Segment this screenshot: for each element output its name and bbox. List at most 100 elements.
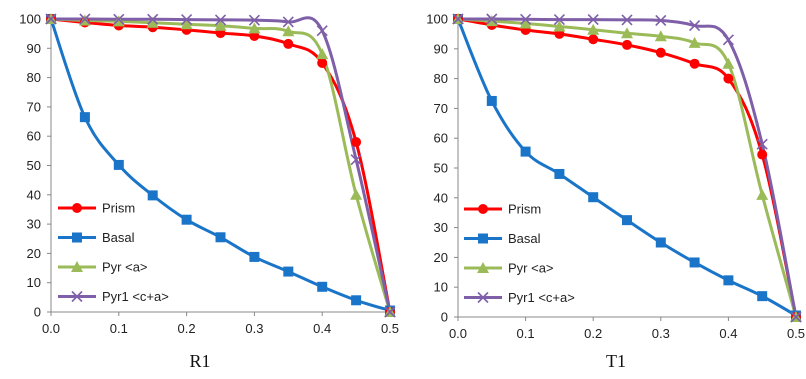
- x-tick-label: 0.3: [652, 326, 670, 341]
- legend-item: Prism: [464, 202, 541, 217]
- data-point: [654, 30, 667, 42]
- y-tick-label: 10: [434, 280, 448, 295]
- series-markers: [46, 14, 395, 317]
- y-tick-label: 10: [27, 275, 41, 290]
- series-markers: [45, 13, 396, 318]
- data-point: [79, 13, 91, 25]
- y-tick-label: 100: [19, 12, 41, 27]
- x-tick-label: 0.3: [245, 321, 263, 336]
- chart-caption: T1: [606, 351, 626, 371]
- data-point: [146, 16, 159, 28]
- legend-swatch-marker: [72, 203, 82, 213]
- legend-label: Pyr <a>: [102, 260, 148, 275]
- data-point: [756, 138, 768, 150]
- legend-item: Pyr1 <c+a>: [58, 289, 169, 304]
- data-point: [587, 14, 599, 26]
- y-tick-label: 60: [434, 131, 448, 146]
- series-markers: [453, 14, 801, 322]
- data-point: [622, 215, 632, 226]
- data-point: [621, 14, 633, 26]
- data-point: [520, 13, 532, 25]
- data-point: [351, 295, 362, 306]
- legend-label: Basal: [508, 231, 541, 246]
- data-point: [181, 214, 192, 225]
- data-point: [214, 19, 227, 31]
- data-point: [655, 47, 666, 58]
- data-point: [587, 23, 600, 35]
- data-point: [316, 25, 328, 37]
- legend-label: Pyr <a>: [508, 261, 554, 276]
- legend-item: Pyr <a>: [464, 261, 554, 276]
- series-markers: [453, 14, 801, 321]
- data-point: [723, 73, 734, 84]
- x-tick-label: 0.1: [110, 321, 128, 336]
- legend: Prism Basal Pyr <a> Pyr1 <c+a>: [58, 201, 169, 304]
- x-tick-label: 0.2: [584, 326, 602, 341]
- data-point: [113, 159, 124, 170]
- chart-caption: R1: [189, 351, 210, 371]
- data-point: [181, 14, 193, 26]
- y-tick-label: 50: [27, 158, 41, 173]
- series-line-prism: [457, 17, 798, 318]
- data-point: [249, 251, 260, 262]
- series-markers: [46, 14, 395, 316]
- data-point: [248, 22, 261, 34]
- data-point: [283, 266, 294, 277]
- y-tick-label: 70: [27, 99, 41, 114]
- data-point: [486, 95, 497, 106]
- legend-label: Prism: [102, 201, 135, 216]
- y-tick-label: 90: [434, 41, 448, 56]
- data-point: [282, 16, 294, 28]
- y-tick-label: 90: [27, 41, 41, 56]
- x-tick-label: 0.5: [381, 321, 399, 336]
- x-tick-label: 0.0: [449, 326, 467, 341]
- data-point: [621, 27, 633, 39]
- y-tick-label: 0: [441, 310, 448, 325]
- data-point: [282, 25, 295, 37]
- data-point: [214, 14, 227, 26]
- data-point: [520, 146, 531, 157]
- y-tick-label: 40: [27, 187, 41, 202]
- x-tick-label: 0.2: [178, 321, 196, 336]
- data-point: [317, 57, 328, 68]
- series-line-pyr1-c-a-: [50, 16, 392, 313]
- legend-swatch-marker: [478, 204, 488, 214]
- legend-swatch-marker: [72, 232, 82, 243]
- data-point: [756, 188, 769, 200]
- data-point: [486, 13, 498, 25]
- data-point: [249, 30, 260, 41]
- data-point: [351, 137, 362, 148]
- data-point: [113, 13, 125, 25]
- data-point: [485, 15, 498, 27]
- series-line-pyr1-c-a-: [457, 17, 798, 318]
- data-point: [722, 57, 735, 69]
- data-point: [283, 38, 294, 49]
- legend-swatch-marker: [477, 291, 489, 304]
- series-line-pyr-a-: [50, 17, 392, 313]
- data-point: [317, 281, 328, 292]
- data-point: [215, 232, 226, 243]
- chart-panel-T1: 0 10 20 30 40 50 60 70 80 90 100 0.0 0.1 0.2 0.3 0.4 0.5…: [426, 12, 805, 372]
- data-point: [350, 154, 362, 166]
- data-point: [722, 34, 734, 46]
- data-point: [588, 34, 599, 45]
- y-tick-label: 100: [426, 12, 448, 27]
- data-point: [588, 192, 599, 203]
- data-point: [316, 48, 329, 60]
- x-tick-label: 0.4: [313, 321, 331, 336]
- legend-item: Prism: [58, 201, 135, 216]
- legend-swatch-marker: [477, 262, 489, 273]
- legend-swatch-marker: [71, 290, 83, 303]
- x-tick-label: 0.4: [719, 326, 737, 341]
- data-point: [248, 14, 260, 26]
- data-point: [112, 15, 125, 27]
- y-tick-label: 50: [434, 161, 448, 176]
- y-tick-label: 20: [434, 250, 448, 265]
- legend-item: Pyr <a>: [58, 260, 148, 275]
- data-point: [519, 17, 532, 29]
- legend-label: Basal: [102, 230, 135, 245]
- data-point: [689, 19, 701, 32]
- y-tick-label: 20: [27, 246, 41, 261]
- data-point: [452, 13, 464, 25]
- y-tick-label: 70: [434, 101, 448, 116]
